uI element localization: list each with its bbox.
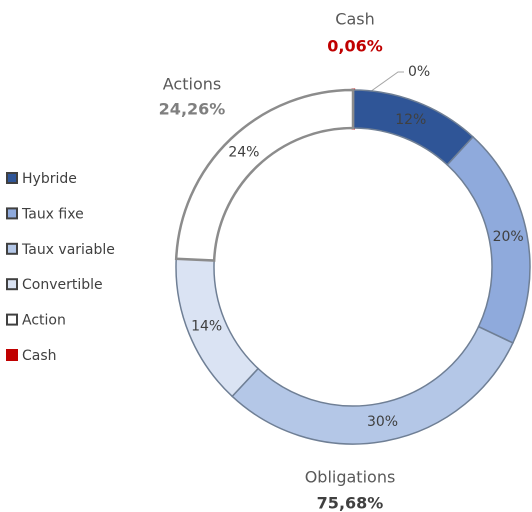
legend-text: Taux fixe (21, 206, 84, 222)
data-label: 24% (228, 145, 259, 161)
annotation-value: 24,26% (159, 100, 226, 119)
legend-text: Taux variable (21, 242, 115, 258)
data-label: 0% (408, 64, 430, 80)
legend-swatch (6, 278, 18, 291)
donut-segment (174, 88, 355, 262)
data-label: 30% (367, 414, 398, 430)
legend-text: Action (22, 313, 66, 329)
legend-swatch (6, 242, 18, 255)
legend-swatch (6, 349, 18, 361)
legend-swatch (6, 313, 18, 326)
legend-text: Hybride (22, 171, 77, 187)
legend-swatch (6, 172, 18, 184)
legend-text: Convertible (22, 277, 103, 293)
data-label: 14% (191, 319, 222, 335)
annotation-value: 0,06% (327, 37, 383, 56)
annotation-title: Cash (335, 10, 374, 29)
annotation-title: Obligations (305, 468, 396, 487)
annotation-value: 75,68% (317, 494, 384, 512)
annotation-title: Actions (163, 75, 221, 94)
data-label: 20% (493, 229, 524, 245)
legend-text: Cash (22, 348, 57, 364)
legend-swatch (6, 207, 18, 220)
data-label: 12% (395, 112, 426, 128)
